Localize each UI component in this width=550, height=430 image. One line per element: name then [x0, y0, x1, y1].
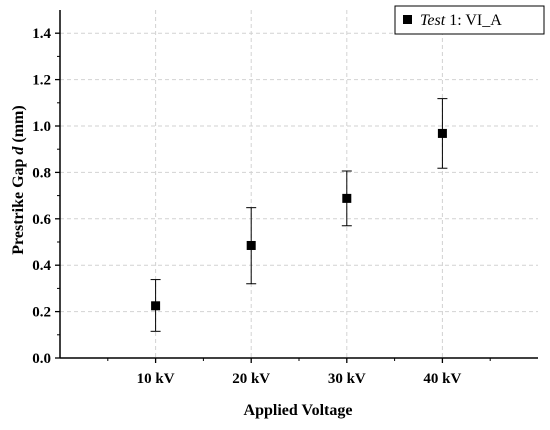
data-point: [341, 170, 352, 227]
y-axis-title-variable: d: [10, 146, 27, 155]
x-tick-label: 40 kV: [423, 371, 461, 387]
y-tick-label: 0.4: [32, 258, 51, 274]
legend-label: Test 1: VI_A: [420, 12, 502, 29]
data-point: [150, 279, 161, 332]
point-marker: [246, 240, 256, 250]
y-axis-title-part1: Prestrike Gap: [10, 155, 27, 255]
y-tick-label: 0.0: [32, 351, 51, 367]
y-tick-label: 1.0: [32, 119, 51, 135]
point-marker: [151, 301, 161, 311]
data-point: [437, 98, 448, 169]
y-tick-label: 0.2: [32, 305, 51, 321]
y-tick-label: 0.6: [32, 212, 51, 228]
grid-layer: [60, 10, 538, 358]
data-point: [246, 207, 257, 285]
x-tick-label: 10 kV: [137, 371, 175, 387]
x-axis-title: Applied Voltage: [244, 402, 353, 419]
point-marker: [342, 193, 352, 203]
legend: Test 1: VI_A: [394, 5, 545, 35]
legend-box: [394, 5, 545, 35]
legend-marker: [403, 15, 412, 24]
legend-label-italic: Test: [420, 12, 446, 29]
marks-layer: [150, 98, 448, 332]
axis-layer: 0.0 0.2 0.4 0.6 0.8 1.0 1.2 1.4 10 kV 20 kV 30 kV 4…: [32, 10, 538, 387]
y-tick-label: 0.8: [32, 165, 51, 181]
legend-label-rest: 1: VI_A: [445, 12, 502, 29]
x-tick-label: 30 kV: [328, 371, 366, 387]
y-tick-label: 1.2: [32, 73, 51, 89]
x-tick-label: 20 kV: [232, 371, 270, 387]
y-axis-title-part2: (mm): [10, 105, 27, 146]
y-axis-title: Prestrike Gap d (mm): [10, 105, 27, 254]
y-tick-label: 1.4: [32, 26, 51, 42]
point-marker: [437, 128, 447, 138]
